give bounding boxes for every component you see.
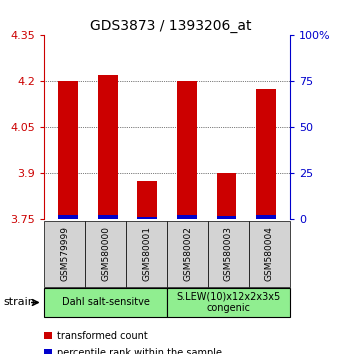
Bar xyxy=(217,173,236,219)
Bar xyxy=(58,81,78,219)
Bar xyxy=(58,215,78,219)
Bar xyxy=(256,215,276,219)
Text: GSM580001: GSM580001 xyxy=(142,227,151,281)
Bar xyxy=(256,89,276,219)
Text: GDS3873 / 1393206_at: GDS3873 / 1393206_at xyxy=(90,19,251,34)
Bar xyxy=(137,181,157,219)
Bar xyxy=(98,75,118,219)
Text: S.LEW(10)x12x2x3x5
congenic: S.LEW(10)x12x2x3x5 congenic xyxy=(176,292,281,313)
Text: GSM580004: GSM580004 xyxy=(265,227,274,281)
Text: percentile rank within the sample: percentile rank within the sample xyxy=(57,348,222,354)
Text: GSM580003: GSM580003 xyxy=(224,227,233,281)
Bar xyxy=(137,217,157,219)
Text: transformed count: transformed count xyxy=(57,331,148,341)
Bar xyxy=(98,215,118,219)
Bar xyxy=(177,81,197,219)
Text: Dahl salt-sensitve: Dahl salt-sensitve xyxy=(62,297,150,308)
Text: GSM579999: GSM579999 xyxy=(60,227,69,281)
Text: GSM580002: GSM580002 xyxy=(183,227,192,281)
Text: GSM580000: GSM580000 xyxy=(101,227,110,281)
Bar xyxy=(177,215,197,219)
Bar xyxy=(217,216,236,219)
Text: strain: strain xyxy=(3,297,35,308)
